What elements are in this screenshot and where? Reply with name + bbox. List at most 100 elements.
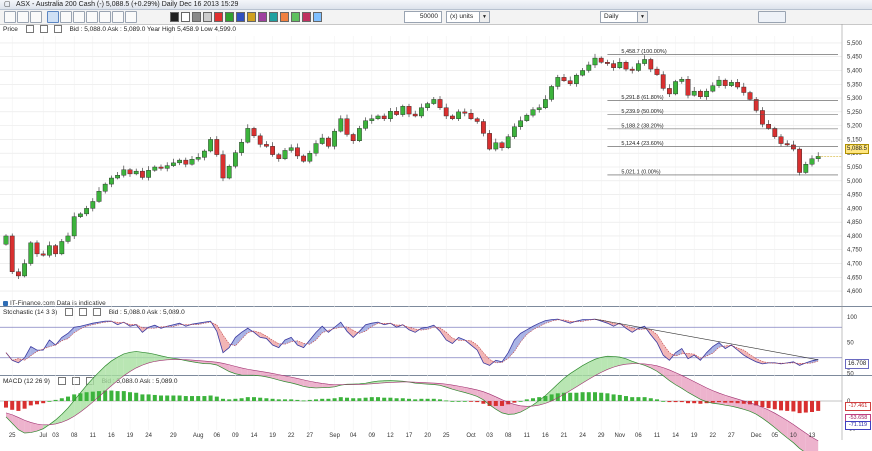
macd-histogram-bar [345,397,349,401]
pen-icon[interactable] [99,11,111,23]
panel-settings-icon[interactable] [39,25,48,33]
macd-histogram-bar [555,393,560,401]
macd-fill-segment [694,381,701,400]
color-swatch[interactable] [291,12,300,22]
candle [53,245,59,255]
panel-close-icon[interactable] [25,25,34,33]
timeframe-select[interactable]: Daily ▼ [600,11,648,23]
color-swatch[interactable] [181,12,190,22]
save-icon[interactable] [125,11,137,23]
x-tick-label: 06 [213,433,220,439]
macd-fill-segment [700,384,707,402]
panel-maximize-icon[interactable] [53,25,62,33]
panel-divider[interactable] [0,306,872,307]
color-swatch[interactable] [225,12,234,22]
crosshair-icon[interactable] [17,11,29,23]
line-tool-icon[interactable] [60,11,72,23]
color-swatch[interactable] [236,12,245,22]
macd-fill-segment [588,359,595,380]
units-select[interactable]: (x) units ▼ [446,11,490,23]
y-tick-label: 5,300 [847,96,863,102]
macd-histogram-bar [624,396,628,401]
color-swatch[interactable] [192,12,201,22]
candle [815,156,821,159]
candle [71,216,77,237]
macd-histogram-bar [289,399,294,401]
fibonacci-levels: 5,458.7 (100.00%) 5,291.8 (61.80%) 5,239.9… [607,49,838,175]
candle [722,79,728,86]
color-swatch[interactable] [302,12,311,22]
macd-fill-segment [136,351,143,368]
macd-histogram-bar [47,401,52,402]
color-swatch[interactable] [258,12,267,22]
stoch-fill-segment [316,326,323,340]
chevron-down-icon[interactable]: ▼ [637,12,647,22]
x-tick-label: 03 [486,433,493,439]
fib-tool-icon[interactable] [86,11,98,23]
x-tick-label: 08 [505,433,512,439]
stoch-trendline [594,318,819,361]
y-tick-label: 5,450 [847,55,863,61]
panel-close-icon[interactable] [57,377,66,385]
macd-fill-segment [669,369,676,385]
macd-histogram-bar [376,397,380,401]
candle [270,146,275,155]
macd-histogram-bar [531,398,535,401]
panel-settings-icon[interactable] [79,308,88,316]
panel-divider[interactable] [0,375,872,376]
candle [456,111,461,119]
axes: 4,600 4,650 4,700 4,750 4,800 4,850 4,900 4,950… [9,24,863,440]
macd-histogram-bar [177,395,182,401]
candle [592,57,598,66]
units-field[interactable]: 50000 [404,11,442,23]
candle [710,85,716,92]
macd-fill-segment [706,387,713,404]
macd-histogram-bar [518,401,523,402]
macd-histogram-bar [549,394,554,401]
macd-histogram-bar [586,392,591,401]
color-swatch[interactable] [280,12,289,22]
panel-close-icon[interactable] [65,308,74,316]
macd-fill-segment [576,365,583,387]
stoch-fill-segment [260,332,267,339]
y-tick-label: 4,600 [847,289,863,295]
magnifier-icon[interactable] [30,11,42,23]
candle [47,245,52,256]
price-panel-label: Price [3,25,18,33]
macd-histogram-bar [28,401,33,406]
macd-histogram-bar [568,392,573,401]
macd-histogram-bar [735,401,740,404]
color-swatch[interactable] [313,12,322,22]
macd-histogram-bar [512,401,517,403]
macd-histogram-bar [500,401,504,406]
chevron-down-icon[interactable]: ▼ [479,12,489,22]
panel-settings-icon[interactable] [71,377,80,385]
it-finance-logo-icon [3,300,8,306]
color-swatch[interactable] [203,12,212,22]
cursor-icon[interactable] [4,11,16,23]
stoch-fill-segment [526,326,533,335]
candle [567,80,573,84]
candle [164,165,170,169]
window-titlebar: ▢ ASX - Australia 200 Cash (-) 5,088.5 (… [0,0,872,10]
macd-histogram-bar [16,401,21,411]
color-swatch[interactable] [269,12,278,22]
candle [623,62,629,70]
macd-fill-segment [570,369,577,391]
candle [381,115,387,119]
x-tick-label: 09 [232,433,239,439]
macd-histogram-bar [103,390,108,401]
panel-maximize-icon[interactable] [93,308,102,316]
text-tool-icon[interactable] [73,11,85,23]
color-swatch[interactable] [214,12,223,22]
zoom-icon[interactable] [47,11,59,23]
macd-histogram-bar [214,396,219,401]
layout-icon[interactable] [758,11,786,23]
copy-icon[interactable] [112,11,124,23]
y-tick-label: 5,400 [847,68,863,74]
x-tick-label: Sep [329,433,340,439]
y-tick-label: 4,850 [847,220,863,226]
color-swatch[interactable] [170,12,179,22]
color-swatch[interactable] [247,12,256,22]
